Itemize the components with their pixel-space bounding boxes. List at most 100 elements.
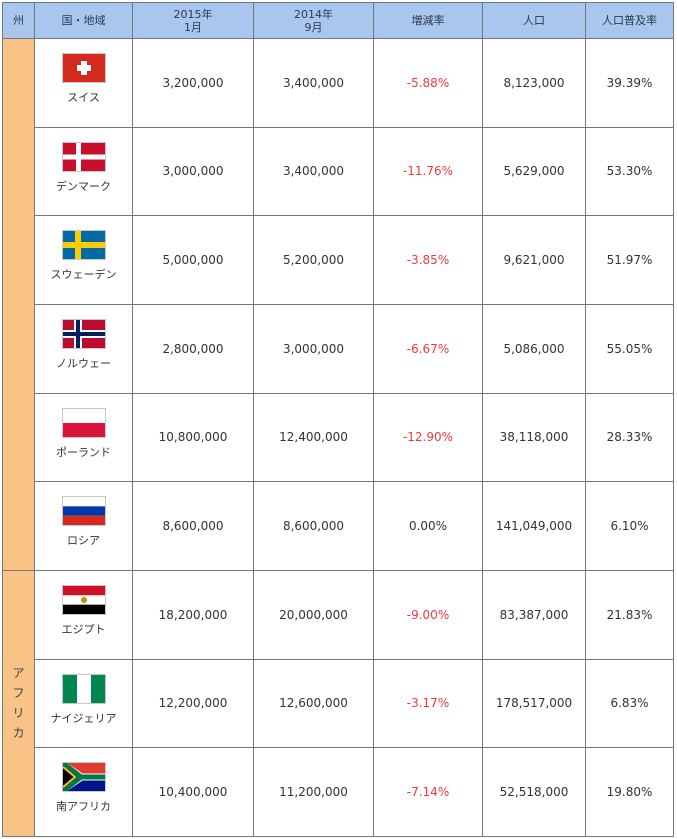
change-rate-cell: -3.85% [373, 215, 483, 305]
switzerland-flag-icon [61, 53, 106, 83]
country-cell: ノルウェー [34, 303, 133, 394]
change-rate-cell: -7.14% [373, 747, 483, 837]
norway-flag-icon [61, 318, 106, 349]
users-2015-jan-cell: 10,800,000 [132, 392, 254, 483]
users-2014-sep-cell: 12,400,000 [253, 392, 374, 483]
users-2015-jan-cell: 8,600,000 [132, 481, 254, 571]
table-row: スイス 3,200,000 3,400,000 -5.88% 8,123,000 39.3… [2, 38, 674, 571]
users-2014-sep-cell: 3,400,000 [253, 126, 374, 217]
table-row: ナイジェリア 12,200,000 12,600,000 -3.17% 178,517,… [3, 658, 674, 749]
population-cell: 178,517,000 [482, 658, 586, 749]
table-row: 南アフリカ 10,400,000 11,200,000 -7.14% 52,518,00… [3, 747, 674, 837]
users-2014-sep-cell: 20,000,000 [253, 569, 374, 660]
country-name: 南アフリカ [56, 800, 111, 814]
penetration-cell: 19.80% [585, 747, 674, 837]
users-2014-sep-cell: 11,200,000 [253, 747, 374, 837]
population-cell: 83,387,000 [482, 569, 586, 660]
header-row: 州 国・地域 2015年 1月 2014年 9月 増減率 人口 人口普及率 [2, 2, 674, 39]
users-2014-sep-cell: 3,400,000 [253, 38, 374, 128]
south-africa-flag-icon [61, 762, 106, 793]
region-cell-africa: アフリカ [2, 569, 35, 838]
penetration-cell: 28.33% [585, 392, 674, 483]
table-row: ポーランド 10,800,000 12,400,000 -12.90% 38,118,0… [3, 392, 674, 483]
header-2014-sep: 2014年 9月 [253, 2, 374, 39]
region-label-char: ア [12, 666, 25, 681]
country-cell: ナイジェリア [34, 658, 133, 749]
country-cell: エジプト [34, 569, 133, 660]
country-name: スイス [67, 91, 100, 104]
russia-flag-icon [61, 496, 106, 527]
population-cell: 38,118,000 [482, 392, 586, 483]
header-2015-jan: 2015年 1月 [132, 2, 254, 39]
change-rate-cell: -5.88% [373, 38, 483, 128]
table-row: ロシア 8,600,000 8,600,000 0.00% 141,049,000 6.1… [3, 481, 674, 571]
header-2014-month: 9月 [304, 20, 323, 34]
penetration-cell: 21.83% [585, 569, 674, 660]
penetration-cell: 51.97% [585, 215, 674, 305]
population-cell: 8,123,000 [482, 38, 586, 128]
users-2015-jan-cell: 3,200,000 [132, 38, 254, 128]
users-2014-sep-cell: 12,600,000 [253, 658, 374, 749]
header-country: 国・地域 [34, 2, 133, 39]
country-name: スウェーデン [50, 268, 117, 282]
region-label-char: カ [12, 726, 25, 741]
nigeria-flag-icon [61, 673, 106, 704]
change-rate-cell: -9.00% [373, 569, 483, 660]
change-rate-cell: -11.76% [373, 126, 483, 217]
penetration-cell: 39.39% [585, 38, 674, 128]
header-2014-year: 2014年 [294, 7, 333, 21]
population-cell: 141,049,000 [482, 481, 586, 571]
table-row: アフリカ エジプト 18,200,000 20,000,000 -9.00% 83,387… [2, 569, 674, 838]
users-2015-jan-cell: 10,400,000 [132, 747, 254, 837]
header-penetration: 人口普及率 [585, 2, 674, 39]
penetration-cell: 6.10% [585, 481, 674, 571]
country-name: ナイジェリア [50, 711, 117, 725]
country-cell: 南アフリカ [34, 747, 133, 837]
country-cell: スイス [34, 38, 133, 128]
country-cell: デンマーク [34, 126, 133, 217]
users-2015-jan-cell: 2,800,000 [132, 303, 254, 394]
users-2015-jan-cell: 18,200,000 [132, 569, 254, 660]
penetration-cell: 6.83% [585, 658, 674, 749]
header-change: 増減率 [373, 2, 483, 39]
users-2014-sep-cell: 3,000,000 [253, 303, 374, 394]
table-row: ノルウェー 2,800,000 3,000,000 -6.67% 5,086,000 55… [3, 303, 674, 394]
country-cell: ポーランド [34, 392, 133, 483]
change-rate-cell: -6.67% [373, 303, 483, 394]
change-rate-cell: 0.00% [373, 481, 483, 571]
country-name: ポーランド [56, 445, 111, 459]
users-2015-jan-cell: 3,000,000 [132, 126, 254, 217]
users-2015-jan-cell: 12,200,000 [132, 658, 254, 749]
country-name: デンマーク [56, 179, 111, 193]
change-rate-cell: -3.17% [373, 658, 483, 749]
country-name: ノルウェー [56, 356, 111, 370]
region-cell-europe [2, 38, 35, 571]
penetration-cell: 55.05% [585, 303, 674, 394]
country-name: エジプト [61, 622, 106, 636]
change-rate-cell: -12.90% [373, 392, 483, 483]
table-row: スウェーデン 5,000,000 5,200,000 -3.85% 9,621,000 5… [3, 215, 674, 305]
population-cell: 9,621,000 [482, 215, 586, 305]
region-label-char: フ [12, 686, 25, 701]
country-cell: ロシア [34, 481, 133, 571]
population-cell: 5,629,000 [482, 126, 586, 217]
header-population: 人口 [482, 2, 586, 39]
egypt-flag-icon [61, 584, 106, 615]
population-cell: 52,518,000 [482, 747, 586, 837]
users-2015-jan-cell: 5,000,000 [132, 215, 254, 305]
users-2014-sep-cell: 5,200,000 [253, 215, 374, 305]
penetration-cell: 53.30% [585, 126, 674, 217]
region-label-char: リ [12, 706, 25, 721]
header-2015-month: 1月 [184, 20, 202, 34]
header-2015-year: 2015年 [173, 7, 213, 21]
country-cell: スウェーデン [34, 215, 133, 305]
table-row: デンマーク 3,000,000 3,400,000 -11.76% 5,629,000 5… [3, 126, 674, 217]
sweden-flag-icon [61, 230, 106, 261]
users-2014-sep-cell: 8,600,000 [253, 481, 374, 571]
denmark-flag-icon [61, 141, 106, 172]
header-region: 州 [2, 2, 35, 39]
country-name: ロシア [67, 534, 100, 548]
poland-flag-icon [61, 407, 106, 438]
population-cell: 5,086,000 [482, 303, 586, 394]
